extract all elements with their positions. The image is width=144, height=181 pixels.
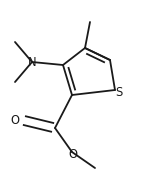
Text: N: N xyxy=(28,56,36,68)
Text: S: S xyxy=(115,85,123,98)
Text: O: O xyxy=(69,148,77,161)
Text: O: O xyxy=(11,113,19,127)
